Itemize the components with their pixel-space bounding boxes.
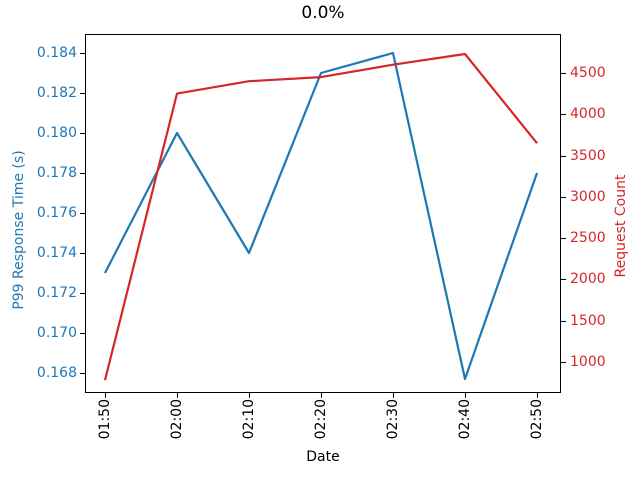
y-right-tick-label: 2500 <box>570 230 606 247</box>
series-line-right <box>103 52 538 381</box>
y-left-tick-label: 0.178 <box>36 165 77 181</box>
y-right-tick-label: 3000 <box>570 188 606 205</box>
y-left-tick-label: 0.176 <box>36 205 77 221</box>
x-tick-label: 01:50 <box>97 399 113 440</box>
y-left-tick-label: 0.170 <box>36 325 77 341</box>
y-right-tick-label: 2000 <box>570 271 606 288</box>
y-right-tick-label: 1000 <box>570 354 606 371</box>
x-tick-label: 02:50 <box>529 399 545 440</box>
y-right-tick-label: 4500 <box>570 64 606 81</box>
x-tick-label: 02:20 <box>313 399 329 440</box>
x-tick-label: 02:10 <box>241 399 257 440</box>
axes-frame <box>85 34 561 393</box>
x-tick-label: 02:40 <box>457 399 473 440</box>
y-left-tick-label: 0.180 <box>36 125 77 141</box>
x-tick-label: 02:00 <box>169 399 185 440</box>
x-axis-label: Date <box>306 449 340 465</box>
x-tick-label: 02:30 <box>385 399 401 440</box>
y-left-tick-label: 0.174 <box>36 245 77 261</box>
y-left-tick-label: 0.172 <box>36 285 77 301</box>
y-left-tick-label: 0.182 <box>36 85 77 101</box>
y-left-tick-label: 0.168 <box>36 365 77 381</box>
y-left-tick-label: 0.184 <box>36 45 77 61</box>
y-right-tick-label: 4000 <box>570 106 606 123</box>
chart-title: 0.0% <box>301 3 345 23</box>
y-right-tick-label: 3500 <box>570 147 606 164</box>
y-right-tick-label: 1500 <box>570 312 606 329</box>
series-line-left <box>104 51 539 381</box>
